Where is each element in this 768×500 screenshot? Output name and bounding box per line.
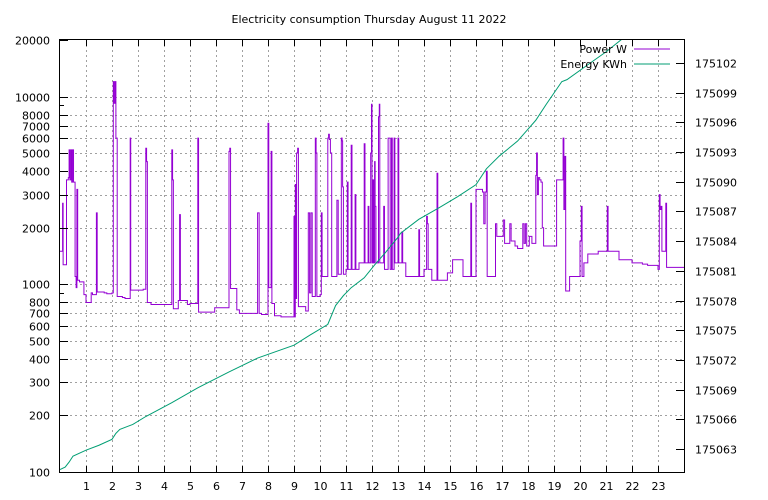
y-right-tick-label: 175069 [695,385,737,398]
y-left-tick-label: 7000 [22,121,50,134]
x-tick-label: 17 [496,480,510,493]
y-right-tick-label: 175078 [695,296,737,309]
x-tick-label: 21 [600,480,614,493]
y-right-tick-label: 175093 [695,147,737,160]
x-tick-label: 1 [83,480,90,493]
y-left-tick-label: 8000 [22,110,50,123]
y-right-tick-label: 175066 [695,414,737,427]
x-tick-label: 18 [522,480,536,493]
energy-series-line [60,40,622,470]
x-tick-label: 15 [444,480,458,493]
axes: 1 2 3 4 5 6 7 8 9 10 11 12 13 14 15 16 17 18 19 20 21 22 23100… [15,35,737,494]
x-tick-label: 16 [470,480,484,493]
y-right-tick-label: 175090 [695,177,737,190]
x-tick-label: 5 [187,480,194,493]
x-tick-label: 7 [239,480,246,493]
legend: Power W Energy KWh [560,43,670,71]
y-right-tick-label: 175063 [695,444,737,457]
y-left-tick-label: 3000 [22,190,50,203]
y-right-tick-label: 175096 [695,117,737,130]
x-tick-label: 8 [265,480,272,493]
y-left-tick-label: 10000 [15,92,50,105]
x-tick-label: 3 [135,480,142,493]
x-tick-label: 22 [626,480,640,493]
y-left-tick-label: 600 [29,321,50,334]
y-right-tick-label: 175081 [695,266,737,279]
x-tick-label: 23 [652,480,666,493]
power-series-line [60,81,684,318]
x-tick-label: 12 [366,480,380,493]
y-right-tick-label: 175087 [695,206,737,219]
y-left-tick-label: 100 [29,467,50,480]
y-left-tick-label: 5000 [22,148,50,161]
x-tick-label: 14 [418,480,432,493]
legend-power-label: Power W [579,43,627,56]
y-left-tick-label: 1000 [22,279,50,292]
x-tick-label: 4 [161,480,168,493]
y-left-tick-label: 6000 [22,133,50,146]
x-tick-label: 9 [291,480,298,493]
x-tick-label: 6 [213,480,220,493]
legend-energy-label: Energy KWh [560,58,627,71]
y-left-tick-label: 200 [29,410,50,423]
y-right-tick-label: 175084 [695,236,737,249]
chart-title: Electricity consumption Thursday August … [232,13,507,26]
y-left-tick-label: 2000 [22,223,50,236]
y-right-tick-label: 175072 [695,355,737,368]
y-left-tick-label: 500 [29,336,50,349]
y-left-tick-label: 700 [29,308,50,321]
y-right-tick-label: 175102 [695,58,737,71]
x-tick-label: 20 [574,480,588,493]
x-tick-label: 13 [392,480,406,493]
plot-frame [59,39,685,473]
x-tick-label: 11 [340,480,354,493]
y-left-tick-label: 20000 [15,35,50,48]
y-left-tick-label: 800 [29,297,50,310]
x-tick-label: 19 [548,480,562,493]
y-left-tick-label: 300 [29,377,50,390]
x-tick-label: 10 [314,480,328,493]
y-left-tick-label: 400 [29,354,50,367]
series-layer [60,40,684,470]
y-right-tick-label: 175099 [695,88,737,101]
y-left-tick-label: 4000 [22,166,50,179]
x-tick-label: 2 [109,480,116,493]
y-right-tick-label: 175075 [695,325,737,338]
